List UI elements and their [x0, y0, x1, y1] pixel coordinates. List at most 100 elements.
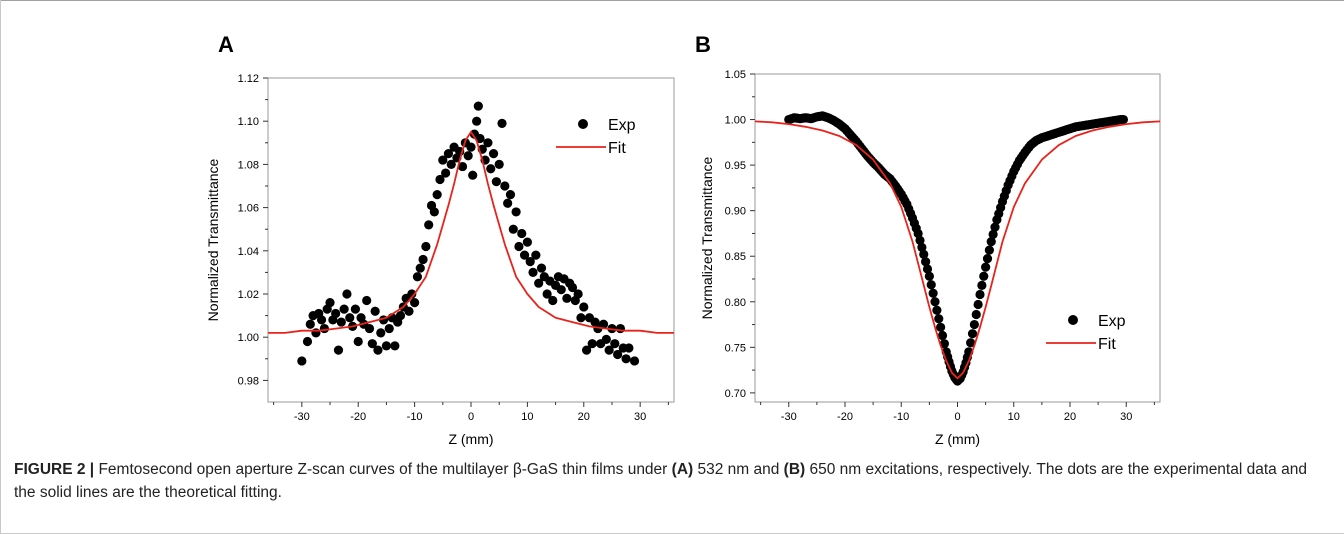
panel-b-y-tick-label: 0.75 [725, 342, 746, 354]
panel-a-y-tick-label: 1.04 [238, 246, 259, 258]
panel-b-exp-point [973, 299, 983, 310]
panel-a-exp-point [576, 313, 586, 323]
panel-a-x-tick-label: 20 [578, 411, 590, 423]
panel-a-exp-point [407, 289, 417, 299]
panel-a-exp-point [370, 306, 380, 316]
panel-a-exp-point [404, 306, 414, 316]
panel-a-x-tick-label: -10 [407, 411, 423, 423]
panel-b-x-axis-title: Z (mm) [935, 431, 980, 447]
panel-b-y-tick-label: 0.80 [725, 297, 746, 309]
panel-b-exp-point [990, 222, 1000, 232]
panel-b-y-tick-label: 0.95 [725, 160, 746, 172]
panel-b-legend-exp-marker [1068, 315, 1078, 325]
panel-a-x-tick-label: 0 [468, 411, 474, 423]
panel-a-exp-point [390, 341, 400, 351]
panel-a-exp-point [483, 138, 493, 148]
panel-b-exp-point [930, 297, 940, 307]
panel-b-x-tick-label: 20 [1064, 411, 1076, 423]
panel-b-y-axis-title: Normalized Transmittance [699, 156, 715, 319]
panel-a-exp-point [500, 181, 510, 191]
panel-a-exp-point [587, 339, 597, 349]
panel-a-y-tick-label: 0.98 [238, 375, 259, 387]
panel-b-exp-point [984, 245, 994, 255]
panel-label-b: B [695, 32, 711, 57]
panel-a-exp-point [505, 190, 516, 200]
panel-a-x-tick-label: 10 [521, 411, 533, 423]
panel-a-exp-point [325, 298, 335, 308]
panel-b-exp-point [922, 264, 933, 274]
panel-a-exp-point [421, 241, 431, 252]
panel-b-exp-point [975, 289, 985, 300]
panel-a-y-tick-label: 1.08 [238, 159, 259, 171]
panel-a-exp-point [443, 149, 454, 159]
panel-b-exp-point [979, 271, 989, 281]
panel-b-exp-point [981, 262, 991, 272]
panel-a-exp-point [339, 304, 349, 314]
panel-b-exp-point [988, 229, 998, 239]
panel-a-exp-point [418, 254, 428, 265]
panel-a-exp-point [473, 101, 483, 111]
panel-b-exp-point [919, 249, 929, 259]
panel-a-exp-point [297, 356, 307, 366]
caption-part-0: Femtosecond open aperture Z-scan curves … [94, 461, 672, 478]
panel-a-legend-exp-marker [578, 119, 588, 129]
panel-a-exp-point [556, 285, 566, 295]
panel-a-exp-point [497, 118, 507, 128]
panel-b-x-tick-label: 10 [1008, 411, 1020, 423]
panel-a-x-axis-title: Z (mm) [448, 431, 493, 447]
panel-a-exp-point [333, 345, 344, 355]
panel-a-exp-point [548, 295, 558, 306]
panel-a-exp-point [331, 308, 341, 319]
panel-a-x-tick-label: -20 [350, 411, 366, 423]
panel-a-exp-point [446, 159, 456, 169]
panel-a-exp-point [384, 323, 394, 334]
caption-part-3: (B) [783, 461, 806, 478]
panel-a-exp-point [475, 133, 485, 144]
panel-a-exp-point [531, 250, 541, 260]
panel-a-exp-point [573, 289, 583, 299]
panel-a-y-tick-label: 1.10 [238, 116, 259, 128]
panel-label-a: A [218, 32, 234, 57]
chart-panel-b: -30 -20 -10 0 10 20 30 0.70 0.75 0.80 0.85 0.90 0.95… [699, 69, 1161, 447]
panel-a-exp-point [367, 339, 377, 349]
panel-b-x-tick-label: -20 [837, 411, 853, 423]
panel-a-exp-point [376, 328, 386, 338]
panel-a-exp-point [579, 302, 589, 312]
panel-b-exp-point [1118, 114, 1129, 125]
panel-b-exp-point [986, 237, 996, 247]
panel-b-exp-point [967, 329, 978, 339]
panel-a-exp-point [517, 228, 527, 239]
panel-b-exp-point [915, 235, 925, 246]
panel-b-exp-point [936, 322, 946, 332]
panel-b-exp-point [939, 339, 949, 349]
panel-a-exp-point [494, 159, 504, 169]
panel-a-exp-point [412, 272, 423, 282]
panel-a-exp-point [342, 289, 352, 299]
panel-b-x-tick-label: 30 [1120, 411, 1132, 423]
panel-a-exp-point [302, 336, 313, 347]
panel-a-exp-point [536, 263, 547, 273]
panel-b-exp-point [917, 242, 927, 253]
panel-a-exp-point [438, 155, 448, 165]
figure-caption: FIGURE 2 | Femtosecond open aperture Z-s… [14, 458, 1314, 504]
panel-b-exp-point [977, 280, 987, 290]
panel-b-y-tick-label: 1.05 [725, 69, 746, 81]
panel-a-exp-point [381, 341, 392, 351]
panel-b-x-tick-label: -30 [781, 411, 797, 423]
panel-a-exp-point [350, 304, 361, 314]
panel-a-exp-point [604, 345, 614, 355]
panel-a-exp-point [410, 298, 420, 308]
panel-a-fit-line [268, 131, 674, 334]
panel-a-exp-point [457, 161, 468, 172]
panel-a-exp-point [503, 198, 513, 208]
panel-a-y-tick-label: 1.00 [238, 332, 259, 344]
caption-label: FIGURE 2 | [14, 461, 95, 478]
panel-a-exp-point [613, 349, 623, 360]
panel-b-legend-fit-label: Fit [1098, 336, 1116, 353]
panel-a-exp-point [624, 343, 634, 353]
panel-a-exp-point [511, 207, 521, 217]
panel-a-exp-point [581, 345, 592, 355]
panel-b-y-tick-label: 0.90 [725, 206, 746, 218]
